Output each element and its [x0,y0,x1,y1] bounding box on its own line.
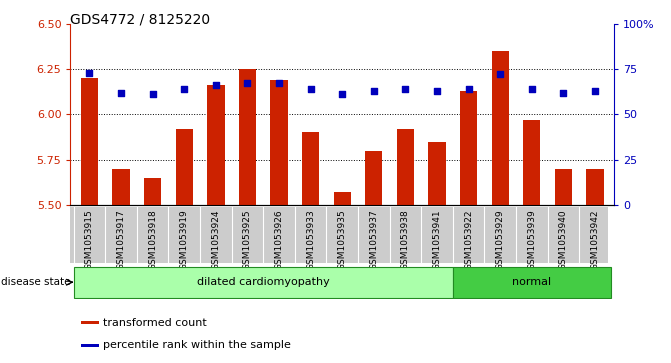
Bar [270,80,288,205]
Text: GDS4772 / 8125220: GDS4772 / 8125220 [70,13,211,27]
Bar [453,267,611,298]
Point [337,91,348,97]
Bar [492,51,509,205]
Bar [428,142,446,205]
Text: GSM1053924: GSM1053924 [211,210,220,270]
Point [274,81,285,86]
Bar [81,321,99,324]
Bar [333,192,351,205]
Text: GSM1053929: GSM1053929 [496,210,505,270]
Point [495,72,505,77]
Text: GSM1053939: GSM1053939 [527,210,536,270]
Text: dilated cardiomyopathy: dilated cardiomyopathy [197,277,329,287]
Point [400,86,411,92]
Point [305,86,316,92]
Bar [176,129,193,205]
Text: percentile rank within the sample: percentile rank within the sample [103,340,291,350]
Bar [365,151,382,205]
Point [527,86,537,92]
Bar [586,169,604,205]
Text: transformed count: transformed count [103,318,206,328]
Text: GSM1053926: GSM1053926 [274,210,284,270]
Point [179,86,190,92]
Bar [207,85,225,205]
Point [242,81,253,86]
Text: GSM1053925: GSM1053925 [243,210,252,270]
Text: normal: normal [512,277,552,287]
Text: GSM1053915: GSM1053915 [85,210,94,270]
Text: GSM1053922: GSM1053922 [464,210,473,270]
Bar [523,120,541,205]
Text: GSM1053935: GSM1053935 [338,210,347,270]
Point [368,88,379,94]
Text: GSM1053942: GSM1053942 [590,210,599,270]
Point [590,88,601,94]
Point [558,90,569,95]
Text: GSM1053919: GSM1053919 [180,210,189,270]
Bar [302,132,319,205]
Point [431,88,442,94]
Point [211,82,221,88]
Text: GSM1053933: GSM1053933 [306,210,315,270]
Point [84,70,95,76]
Point [115,90,126,95]
Text: GSM1053938: GSM1053938 [401,210,410,270]
Bar [460,91,477,205]
Text: GSM1053940: GSM1053940 [559,210,568,270]
Bar [397,129,414,205]
Bar [239,69,256,205]
Text: GSM1053941: GSM1053941 [433,210,442,270]
Point [463,86,474,92]
Text: GSM1053937: GSM1053937 [369,210,378,270]
Bar [74,267,453,298]
Bar [555,169,572,205]
Bar [81,344,99,347]
Text: disease state: disease state [1,277,70,287]
Text: GSM1053918: GSM1053918 [148,210,157,270]
Point [147,91,158,97]
Text: GSM1053917: GSM1053917 [117,210,125,270]
Bar [144,178,161,205]
Bar [81,78,98,205]
Bar [112,169,130,205]
